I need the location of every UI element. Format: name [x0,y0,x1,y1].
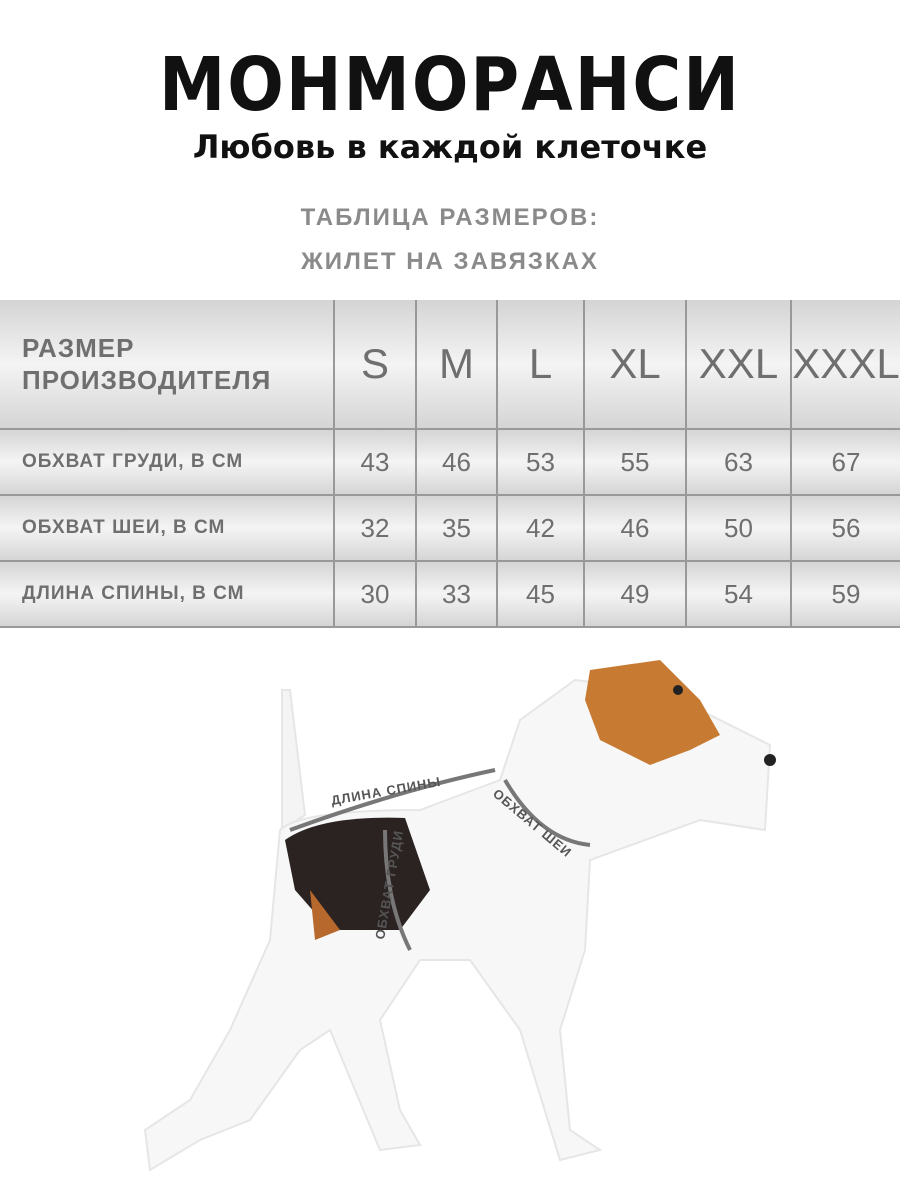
table-cell: 63 [685,428,792,496]
back-length-arrow [289,768,496,832]
table-cell: 59 [790,560,900,628]
measurement-arrows [289,768,591,951]
size-header: M [415,300,498,430]
row-label: ОБХВАТ ГРУДИ, В СМ [0,428,335,496]
table-cell: 49 [583,560,687,628]
table-cell: 45 [496,560,585,628]
table-cell: 53 [496,428,585,496]
table-header-row: РАЗМЕР ПРОИЗВОДИТЕЛЯ S M L XL XXL XXXL [0,300,900,430]
row-label: ОБХВАТ ШЕИ, В СМ [0,494,335,562]
table-cell: 35 [415,494,498,562]
page-subtitle: ЖИЛЕТ НА ЗАВЯЗКАХ [301,248,599,275]
size-table: РАЗМЕР ПРОИЗВОДИТЕЛЯ S M L XL XXL XXXL ОБ… [0,300,900,628]
size-header: XXL [685,300,792,430]
table-row: ОБХВАТ ГРУДИ, В СМ 43 46 53 55 63 67 [0,428,900,496]
table-cell: 32 [333,494,417,562]
table-cell: 54 [685,560,792,628]
row-label: ДЛИНА СПИНЫ, В СМ [0,560,335,628]
header-label: РАЗМЕР ПРОИЗВОДИТЕЛЯ [0,300,335,430]
dog-measurement-diagram: ДЛИНА СПИНЫ ОБХВАТ ШЕИ ОБХВАТ ГРУДИ [143,660,776,1172]
size-header: L [496,300,585,430]
neck-girth-arrow [503,778,591,847]
table-cell: 33 [415,560,498,628]
table-cell: 67 [790,428,900,496]
size-header: XL [583,300,687,430]
header-label-line2: ПРОИЗВОДИТЕЛЯ [22,365,272,395]
table-cell: 50 [685,494,792,562]
size-header: S [333,300,417,430]
table-cell: 55 [583,428,687,496]
brand-tagline: Любовь в каждой клеточке [192,128,708,166]
page-title: ТАБЛИЦА РАЗМЕРОВ: [300,204,600,231]
table-row: ДЛИНА СПИНЫ, В СМ 30 33 45 49 54 59 [0,560,900,628]
header-label-line1: РАЗМЕР [22,333,135,363]
chest-girth-arrow [383,829,412,951]
brand-logo: МОНМОРАНСИ [158,42,741,128]
table-cell: 42 [496,494,585,562]
dog-illustration [143,660,776,1172]
table-cell: 46 [583,494,687,562]
table-cell: 56 [790,494,900,562]
table-cell: 43 [333,428,417,496]
size-header: XXXL [790,300,900,430]
table-cell: 30 [333,560,417,628]
back-length-label: ДЛИНА СПИНЫ [330,774,442,808]
table-row: ОБХВАТ ШЕИ, В СМ 32 35 42 46 50 56 [0,494,900,562]
table-cell: 46 [415,428,498,496]
